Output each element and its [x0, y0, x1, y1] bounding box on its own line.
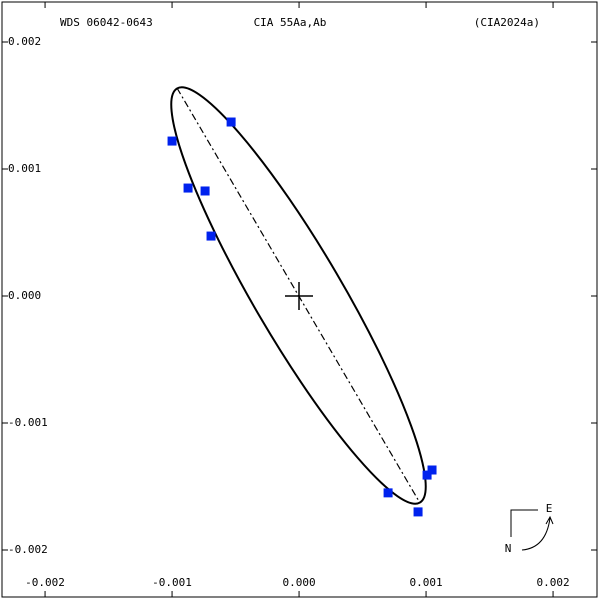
y-tick-label: -0.001 — [8, 416, 48, 429]
compass-e: E — [546, 502, 553, 515]
observation — [383, 488, 393, 498]
observation — [167, 136, 177, 146]
observation — [226, 117, 236, 127]
wds-label: WDS 06042-0643 — [60, 16, 153, 29]
x-tick-label: -0.001 — [152, 576, 192, 589]
observation — [183, 183, 193, 193]
y-tick-label: 0.001 — [8, 162, 41, 175]
observation — [422, 470, 432, 480]
x-tick-label: 0.001 — [409, 576, 442, 589]
observation — [200, 186, 210, 196]
x-tick-label: -0.002 — [25, 576, 65, 589]
x-tick-label: 0.002 — [536, 576, 569, 589]
compass-arrow — [521, 515, 554, 551]
y-tick-label: -0.002 — [8, 543, 48, 556]
y-tick-label: 0.002 — [8, 35, 41, 48]
observation — [427, 465, 437, 475]
pair-label: CIA 55Aa,Ab — [254, 16, 327, 29]
x-tick-label: 0.000 — [282, 576, 315, 589]
reference-label: (CIA2024a) — [474, 16, 540, 29]
observation — [413, 507, 423, 517]
observation — [206, 231, 216, 241]
y-tick-label: 0.000 — [8, 289, 41, 302]
compass-n: N — [505, 542, 512, 555]
compass — [510, 509, 538, 537]
